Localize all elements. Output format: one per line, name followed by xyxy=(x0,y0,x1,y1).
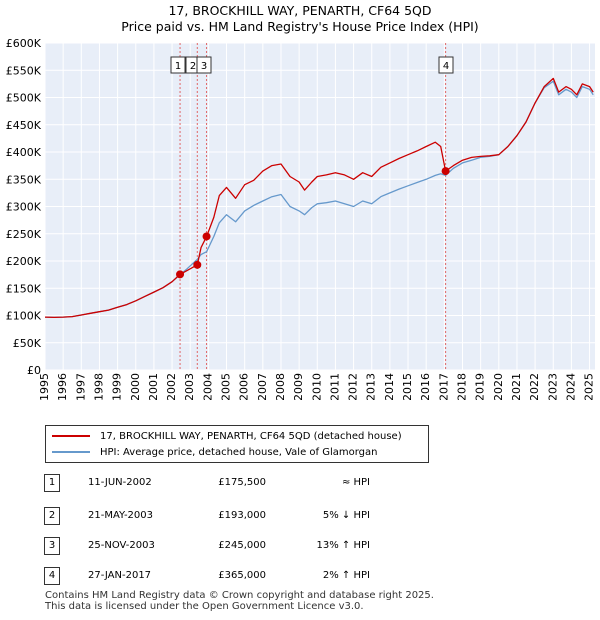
x-tick-label: 2018 xyxy=(455,373,468,400)
transaction-hpi: ≈ HPI xyxy=(341,477,370,488)
legend-swatch-hpi xyxy=(52,451,90,453)
transaction-number: 4 xyxy=(44,567,60,585)
sale-point xyxy=(176,270,185,279)
legend: 17, BROCKHILL WAY, PENARTH, CF64 5QD (de… xyxy=(45,425,429,463)
transaction-price: £245,000 xyxy=(218,540,266,551)
footer-licence: This data is licensed under the Open Gov… xyxy=(45,601,364,612)
property-price-line xyxy=(44,77,594,319)
x-tick-label: 2002 xyxy=(165,373,178,400)
transaction-number: 3 xyxy=(44,537,60,555)
transaction-date: 25-NOV-2003 xyxy=(88,540,155,551)
price-chart: £0 £50K £100K £150K £200K £250K £300K £350K £400… xyxy=(6,37,596,400)
x-tick-label: 2025 xyxy=(583,373,596,400)
x-tick-label: 2005 xyxy=(220,373,233,400)
x-tick-label: 2007 xyxy=(256,373,269,400)
y-tick-label: £350K xyxy=(6,173,42,186)
footer: Contains HM Land Registry data © Crown c… xyxy=(45,590,434,612)
y-tick-label: £100K xyxy=(6,310,42,323)
x-tick-label: 1998 xyxy=(92,373,105,400)
transaction-price: £365,000 xyxy=(218,570,266,581)
transaction-row: 1 11-JUN-2002 £175,500 ≈ HPI xyxy=(0,474,600,494)
y-tick-label: £200K xyxy=(6,255,42,268)
x-tick-label: 2014 xyxy=(383,373,396,400)
transaction-row: 3 25-NOV-2003 £245,000 13% ↑ HPI xyxy=(0,537,600,557)
legend-label-property: 17, BROCKHILL WAY, PENARTH, CF64 5QD (de… xyxy=(100,430,402,442)
footer-copyright: Contains HM Land Registry data © Crown c… xyxy=(45,590,434,601)
sale-markers xyxy=(179,43,447,370)
transaction-price: £175,500 xyxy=(218,477,266,488)
y-tick-label: £500K xyxy=(6,92,42,105)
x-tick-label: 1997 xyxy=(74,373,87,400)
transaction-price: £193,000 xyxy=(218,510,266,521)
sale-points xyxy=(176,167,450,279)
x-tick-label: 2006 xyxy=(238,373,251,400)
transaction-number: 1 xyxy=(44,474,60,492)
legend-item-property: 17, BROCKHILL WAY, PENARTH, CF64 5QD (de… xyxy=(52,429,402,443)
grid-lines xyxy=(44,42,595,371)
sale-label: 1 xyxy=(175,61,181,72)
chart-title: 17, BROCKHILL WAY, PENARTH, CF64 5QD xyxy=(168,3,432,18)
sale-label: 4 xyxy=(443,61,449,72)
x-tick-label: 2015 xyxy=(401,373,414,400)
x-tick-label: 2023 xyxy=(546,373,559,400)
x-tick-label: 2008 xyxy=(274,373,287,400)
x-tick-label: 2003 xyxy=(183,373,196,400)
y-tick-label: £450K xyxy=(6,119,42,132)
x-tick-label: 2000 xyxy=(129,373,142,400)
y-axis: £0 £50K £100K £150K £200K £250K £300K £350K £400… xyxy=(6,37,42,377)
series-lines xyxy=(44,77,594,319)
sale-point xyxy=(441,167,450,176)
y-tick-label: £150K xyxy=(6,282,42,295)
transaction-hpi: 2% ↑ HPI xyxy=(322,570,370,581)
sale-label-box xyxy=(438,56,454,74)
x-tick-label: 2011 xyxy=(328,373,341,400)
x-tick-label: 2022 xyxy=(528,373,541,400)
x-tick-label: 2016 xyxy=(419,373,432,400)
x-tick-label: 2017 xyxy=(437,373,450,400)
x-axis: 1995 1996 1997 1998 1999 2000 2001 2002 2003 2004… xyxy=(38,373,596,400)
sale-label: 3 xyxy=(201,61,207,72)
sale-label-box xyxy=(196,56,212,74)
legend-swatch-property xyxy=(52,435,90,437)
x-tick-label: 2019 xyxy=(474,373,487,400)
legend-label-hpi: HPI: Average price, detached house, Vale… xyxy=(100,446,378,458)
y-tick-label: £600K xyxy=(6,37,42,50)
transaction-hpi: 13% ↑ HPI xyxy=(316,540,370,551)
transaction-row: 4 27-JAN-2017 £365,000 2% ↑ HPI xyxy=(0,567,600,587)
transaction-date: 11-JUN-2002 xyxy=(88,477,152,488)
x-tick-label: 1996 xyxy=(56,373,69,400)
transaction-number: 2 xyxy=(44,507,60,525)
x-tick-label: 2010 xyxy=(310,373,323,400)
sale-point xyxy=(202,232,211,241)
x-tick-label: 2020 xyxy=(492,373,505,400)
sale-point xyxy=(193,260,202,269)
legend-item-hpi: HPI: Average price, detached house, Vale… xyxy=(52,445,378,459)
sale-label-box xyxy=(170,56,186,74)
x-tick-label: 2004 xyxy=(201,373,214,400)
transaction-row: 2 21-MAY-2003 £193,000 5% ↓ HPI xyxy=(0,507,600,527)
x-tick-label: 2012 xyxy=(347,373,360,400)
sale-label: 2 xyxy=(190,61,196,72)
x-tick-label: 2009 xyxy=(292,373,305,400)
transaction-date: 27-JAN-2017 xyxy=(88,570,152,581)
y-tick-label: £400K xyxy=(6,146,42,159)
x-tick-label: 1999 xyxy=(111,373,124,400)
y-tick-label: £550K xyxy=(6,64,42,77)
y-tick-label: £250K xyxy=(6,228,42,241)
x-tick-label: 2001 xyxy=(147,373,160,400)
y-tick-label: £300K xyxy=(6,201,42,214)
chart-subtitle: Price paid vs. HM Land Registry's House … xyxy=(121,19,479,34)
y-tick-label: £0 xyxy=(27,364,41,377)
x-tick-label: 2021 xyxy=(510,373,523,400)
y-tick-label: £50K xyxy=(13,337,42,350)
x-tick-label: 2013 xyxy=(365,373,378,400)
x-tick-label: 2024 xyxy=(564,373,577,400)
transaction-hpi: 5% ↓ HPI xyxy=(322,510,370,521)
transaction-date: 21-MAY-2003 xyxy=(88,510,154,521)
x-tick-label: 1995 xyxy=(38,373,51,400)
